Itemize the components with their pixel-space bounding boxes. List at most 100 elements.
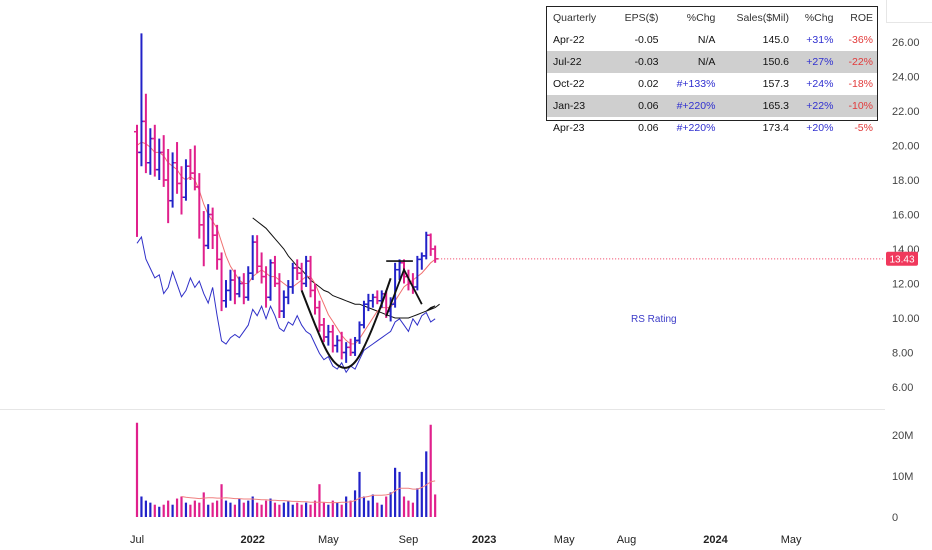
price-bar[interactable]: [298, 262, 305, 291]
price-tick-label: 26.00: [892, 37, 920, 49]
volume-pane[interactable]: [135, 422, 437, 517]
time-tick-label: 2024: [703, 534, 728, 546]
cell-sales-chg: +31%: [806, 34, 834, 46]
time-axis[interactable]: Jul 2022 May Sep 2023 May Aug 2024 May: [130, 534, 802, 546]
cell-quarter: Apr-23: [553, 122, 585, 134]
price-bar[interactable]: [169, 152, 176, 208]
cell-sales-chg: +22%: [792, 95, 838, 117]
cell-roe: -18%: [848, 78, 873, 90]
cell-eps: 0.06: [611, 95, 663, 117]
cell-eps: -0.03: [611, 51, 663, 73]
last-price-marker: 13.43: [886, 251, 918, 266]
time-tick-label: 2022: [240, 534, 264, 546]
cell-roe: -10%: [837, 95, 877, 117]
time-tick-label: 2023: [472, 534, 496, 546]
price-bar[interactable]: [227, 269, 234, 301]
cell-sales: 150.6: [719, 51, 793, 73]
header-eps-chg: %Chg: [686, 12, 716, 24]
cell-sales: 145.0: [762, 34, 789, 46]
price-tick-label: 18.00: [892, 175, 920, 187]
price-bar[interactable]: [187, 148, 194, 180]
price-bar[interactable]: [218, 252, 225, 312]
table-row: Jul-22 -0.03 N/A 150.6 +27% -22%: [547, 51, 877, 73]
price-bar[interactable]: [432, 245, 439, 263]
table-header-row: Quarterly EPS($) %Chg Sales($Mil) %Chg R…: [547, 7, 877, 29]
price-tick-label: 22.00: [892, 106, 920, 118]
price-bar[interactable]: [374, 290, 381, 305]
price-bar[interactable]: [271, 255, 278, 287]
time-tick-label: Aug: [617, 534, 637, 546]
fundamentals-table: Quarterly EPS($) %Chg Sales($Mil) %Chg R…: [546, 6, 878, 134]
price-bar[interactable]: [258, 252, 265, 284]
price-bar[interactable]: [263, 266, 270, 308]
price-bar[interactable]: [214, 224, 221, 270]
price-bar[interactable]: [223, 280, 229, 308]
price-bar[interactable]: [138, 33, 145, 167]
time-tick-label: Jul: [130, 534, 144, 546]
scale-settings-corner[interactable]: [886, 0, 932, 23]
time-tick-label: May: [554, 534, 575, 546]
price-tick-label: 12.00: [892, 279, 920, 291]
cell-sales: 157.3: [762, 78, 789, 90]
price-bar[interactable]: [418, 252, 425, 270]
last-price-tag: [886, 251, 918, 266]
price-bar[interactable]: [294, 259, 301, 281]
price-bar[interactable]: [209, 207, 216, 249]
slow-moving-average-line: [252, 217, 440, 319]
header-quarterly: Quarterly: [553, 12, 597, 24]
price-bar[interactable]: [427, 233, 434, 256]
cell-eps-chg: #+220%: [676, 122, 716, 134]
price-tick-label: 6.00: [892, 382, 913, 394]
price-bar[interactable]: [329, 324, 336, 353]
price-tick-label: 20.00: [892, 141, 920, 153]
cup-pattern-curve: [300, 278, 392, 369]
price-bar[interactable]: [231, 269, 238, 305]
last-price-label: 13.43: [889, 254, 914, 265]
price-bar[interactable]: [196, 173, 203, 239]
price-bar[interactable]: [236, 276, 243, 298]
price-bar[interactable]: [267, 259, 274, 301]
price-tick-label: 8.00: [892, 348, 913, 360]
price-bar[interactable]: [414, 255, 421, 291]
cell-sales: 173.4: [762, 122, 789, 134]
cell-eps-chg: #+220%: [662, 95, 720, 117]
volume-tick-label: 20M: [892, 430, 913, 442]
price-bar[interactable]: [325, 324, 332, 346]
cell-roe: -36%: [848, 34, 873, 46]
cell-quarter: Jul-22: [547, 51, 612, 73]
cell-quarter: Jan-23: [547, 95, 612, 117]
price-bar[interactable]: [147, 128, 154, 175]
price-bar[interactable]: [254, 235, 261, 274]
rs-line: [136, 235, 436, 374]
price-bar[interactable]: [369, 293, 376, 308]
price-bar[interactable]: [191, 145, 198, 191]
price-bar[interactable]: [142, 93, 149, 174]
handle-pattern-line: [385, 267, 423, 317]
price-axis[interactable]: 26.0024.0022.0020.0018.0016.0014.0012.00…: [892, 37, 920, 394]
price-bar[interactable]: [316, 300, 323, 332]
price-bar[interactable]: [334, 335, 341, 353]
price-bar[interactable]: [338, 331, 345, 360]
volume-tick-label: 0: [892, 512, 898, 524]
volume-tick-label: 10M: [892, 471, 913, 483]
price-bar[interactable]: [205, 204, 212, 249]
cell-eps: 0.02: [638, 78, 659, 90]
cell-quarter: Apr-22: [553, 34, 585, 46]
price-bar[interactable]: [134, 124, 140, 237]
price-bar[interactable]: [240, 273, 247, 305]
price-bar[interactable]: [160, 135, 167, 187]
volume-axis[interactable]: 20M 10M 0: [892, 430, 913, 524]
price-bar[interactable]: [285, 280, 292, 305]
price-bar[interactable]: [200, 211, 207, 267]
table-row: Apr-22 -0.05 N/A 145.0 +31% -36%: [547, 29, 877, 51]
price-bar[interactable]: [343, 342, 350, 363]
price-pane[interactable]: [134, 33, 885, 374]
cell-sales: 165.3: [719, 95, 793, 117]
price-bar[interactable]: [280, 290, 287, 318]
price-bar[interactable]: [156, 138, 163, 180]
price-tick-label: 10.00: [892, 313, 920, 325]
time-tick-label: May: [781, 534, 802, 546]
price-tick-label: 16.00: [892, 210, 920, 222]
price-bar[interactable]: [347, 338, 354, 356]
